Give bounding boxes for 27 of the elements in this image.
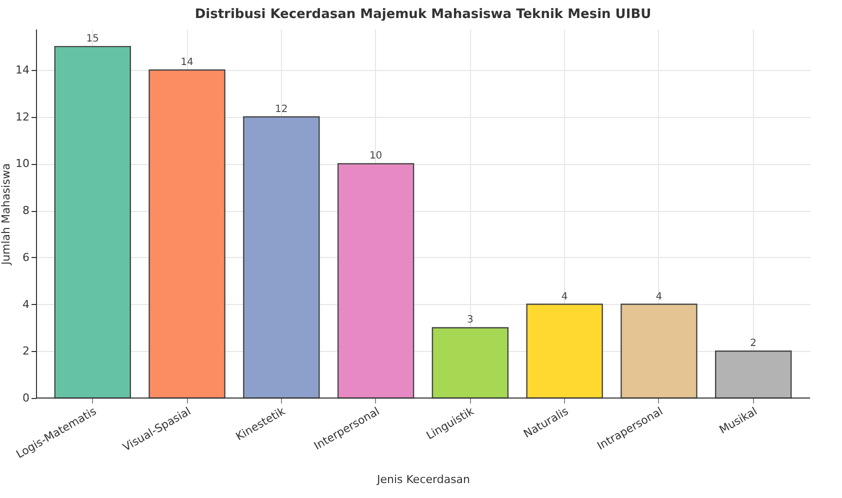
bar — [243, 116, 320, 399]
data-label: 14 — [180, 57, 194, 68]
data-label: 15 — [86, 34, 99, 45]
bar — [715, 350, 792, 399]
data-label: 12 — [275, 104, 288, 115]
bar — [54, 46, 131, 399]
chart-title: Distribusi Kecerdasan Majemuk Mahasiswa Teknik Mesin UIBU — [194, 7, 652, 22]
data-label: 3 — [467, 314, 474, 326]
y-tick-label: 10 — [16, 157, 30, 170]
data-label: 10 — [369, 150, 382, 162]
y-axis-title: Jumlah Mahasiswa — [0, 163, 13, 266]
bar — [620, 304, 698, 399]
data-label: 4 — [656, 291, 662, 302]
y-tick-label: 8 — [22, 204, 30, 218]
bar — [432, 327, 509, 399]
y-tick-label: 4 — [22, 298, 30, 311]
y-tick-label: 12 — [16, 110, 30, 124]
y-tick-label: 2 — [22, 344, 30, 358]
data-label: 4 — [561, 291, 568, 302]
y-tick-label: 6 — [22, 250, 30, 264]
bar — [337, 163, 414, 399]
data-label: 2 — [750, 338, 757, 350]
y-tick-label: 14 — [16, 64, 30, 76]
y-tick-label: 0 — [22, 392, 30, 404]
bar — [148, 69, 226, 399]
x-axis-title: Jenis Kecerdasan — [376, 473, 470, 486]
bar — [526, 304, 603, 399]
